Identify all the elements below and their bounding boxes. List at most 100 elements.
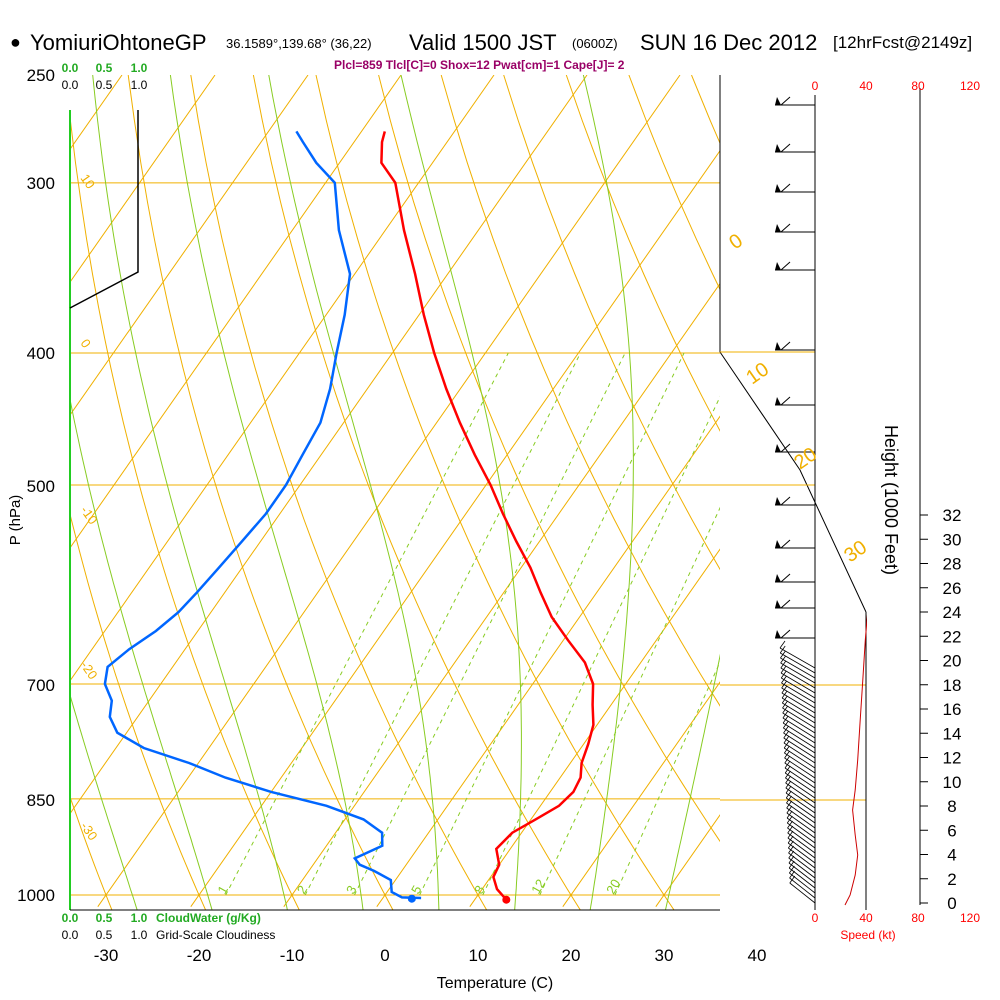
moist-adiabat-line bbox=[70, 693, 138, 910]
speed-tick-top: 0 bbox=[812, 79, 819, 93]
cloudiness-label: Grid-Scale Cloudiness bbox=[156, 928, 275, 942]
isotherm-line bbox=[190, 149, 720, 908]
station-marker: ● bbox=[10, 32, 21, 52]
height-tick-label: 0 bbox=[947, 894, 956, 913]
moist-adiabat-line bbox=[70, 396, 213, 910]
dry-adiabat-line bbox=[70, 795, 113, 910]
wind-barb-feather bbox=[786, 795, 792, 804]
wind-barb bbox=[788, 852, 816, 874]
isotherm-label: 10 bbox=[742, 358, 773, 389]
wind-barb bbox=[787, 837, 816, 859]
wind-barb-flag bbox=[775, 497, 781, 505]
wind-barb-feather bbox=[786, 800, 792, 809]
isotherm-line bbox=[376, 415, 720, 908]
moist-adiabat-line bbox=[268, 75, 440, 910]
isotherm-line bbox=[70, 75, 495, 682]
height-tick-label: 14 bbox=[943, 724, 962, 743]
wind-barb bbox=[789, 882, 816, 904]
isotherm-line bbox=[469, 548, 720, 908]
temperature-tick-label: -30 bbox=[94, 946, 119, 965]
dry-adiabat-line bbox=[628, 75, 720, 291]
mixing-ratio-line bbox=[225, 352, 509, 896]
cloudiness-tick-bottom: 1.0 bbox=[131, 928, 148, 942]
height-tick-label: 26 bbox=[943, 579, 962, 598]
mixing-ratio-label: 20 bbox=[603, 877, 623, 897]
isotherm-label: 30 bbox=[840, 536, 871, 567]
wind-barb-feather bbox=[789, 865, 795, 874]
temperature-tick-label: 0 bbox=[380, 946, 389, 965]
stability-indices: Plcl=859 Tlcl[C]=0 Shox=12 Pwat[cm]=1 Ca… bbox=[334, 58, 625, 72]
wind-barb bbox=[788, 867, 816, 889]
height-tick-label: 12 bbox=[943, 749, 962, 768]
wind-barb-feather bbox=[780, 443, 791, 453]
wind-barb-feather bbox=[783, 720, 789, 729]
height-tick-label: 24 bbox=[943, 603, 962, 622]
dry-adiabat-line bbox=[565, 75, 720, 432]
isotherm-line bbox=[0, 75, 29, 907]
wind-barb bbox=[788, 857, 816, 879]
wind-barb bbox=[788, 862, 816, 884]
wind-barb-feather bbox=[780, 670, 787, 679]
plot-frame bbox=[69, 110, 720, 911]
height-tick-label: 28 bbox=[943, 555, 962, 574]
dry-adiabat-line bbox=[315, 75, 675, 910]
height-tick-label: 10 bbox=[943, 773, 962, 792]
wind-barb-flag bbox=[775, 600, 781, 608]
height-tick-label: 16 bbox=[943, 700, 962, 719]
surface-dewpoint-point bbox=[407, 894, 416, 903]
surface-temperature-point bbox=[502, 895, 511, 904]
height-tick-label: 4 bbox=[947, 846, 956, 865]
dry-adiabat-label: -20 bbox=[78, 658, 101, 682]
temperature-tick-label: 30 bbox=[655, 946, 674, 965]
height-tick-label: 6 bbox=[947, 821, 956, 840]
pressure-axis-label: P (hPa) bbox=[7, 495, 24, 546]
wind-barb-feather bbox=[780, 183, 791, 193]
moist-adiabat-line bbox=[400, 75, 522, 910]
wind-barb-feather bbox=[782, 700, 788, 709]
wind-barb bbox=[787, 822, 816, 844]
mixing-ratio-label: 3 bbox=[343, 883, 360, 897]
wind-barb bbox=[780, 652, 816, 674]
wind-barb-feather bbox=[784, 760, 791, 769]
wind-barb-feather bbox=[779, 645, 786, 654]
wind-barb bbox=[788, 847, 816, 869]
cloudiness-tick-top: 1.0 bbox=[131, 78, 148, 92]
cloud-water-label: CloudWater (g/Kg) bbox=[156, 911, 261, 925]
pressure-tick-label: 700 bbox=[27, 676, 55, 695]
wind-barb-feather bbox=[780, 650, 786, 659]
mixing-ratio-label: 5 bbox=[408, 883, 425, 897]
temperature-tick-label: 20 bbox=[562, 946, 581, 965]
pressure-tick-label: 1000 bbox=[17, 886, 55, 905]
dry-adiabat-label: 10 bbox=[78, 171, 99, 191]
pressure-tick-label: 500 bbox=[27, 477, 55, 496]
station-name: YomiuriOhtoneGP bbox=[30, 30, 207, 55]
wind-barb bbox=[780, 662, 816, 684]
wind-barb-feather bbox=[788, 845, 794, 854]
wind-barb-feather bbox=[782, 705, 789, 714]
mixing-ratio-line bbox=[614, 660, 720, 896]
wind-barb-feather bbox=[789, 870, 795, 879]
wind-barb-flag bbox=[775, 630, 781, 638]
dry-adiabat-label: 0 bbox=[78, 336, 94, 351]
speed-tick-bottom: 120 bbox=[960, 911, 980, 925]
wind-barb-flag bbox=[775, 397, 781, 405]
isotherm-label: 20 bbox=[790, 443, 821, 474]
isotherm-line bbox=[70, 75, 216, 284]
isotherm-line bbox=[70, 75, 309, 416]
dry-adiabat-line bbox=[70, 511, 207, 910]
wind-barb-feather bbox=[780, 143, 791, 153]
wind-barb-feather bbox=[781, 695, 788, 704]
speed-tick-top: 120 bbox=[960, 79, 980, 93]
wind-speed-profile bbox=[844, 614, 867, 906]
temperature-axis-label: Temperature (C) bbox=[437, 975, 553, 992]
height-tick-label: 2 bbox=[947, 870, 956, 889]
wind-barb bbox=[780, 657, 816, 679]
grid-lines bbox=[0, 75, 720, 910]
wind-barb-feather bbox=[780, 539, 791, 549]
wind-barb bbox=[782, 722, 816, 744]
wind-barb bbox=[787, 827, 816, 849]
wind-barb-feather bbox=[783, 740, 790, 749]
wind-barb-feather bbox=[784, 745, 790, 754]
wind-barb-feather bbox=[787, 825, 794, 834]
height-tick-label: 8 bbox=[947, 797, 956, 816]
